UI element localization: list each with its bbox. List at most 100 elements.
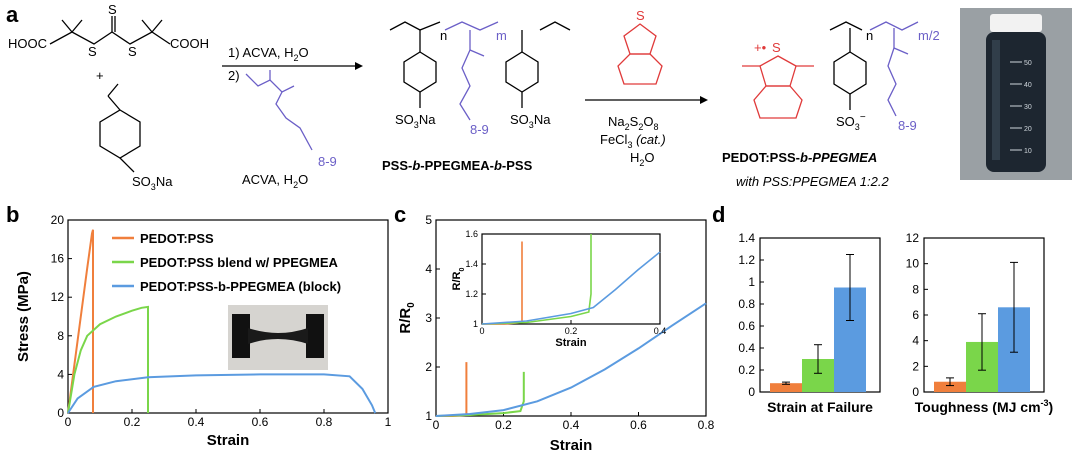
- y-tick-label: 1: [425, 409, 432, 423]
- y-tick-label: 1.2: [738, 253, 755, 267]
- y-axis-title: R/R0: [397, 302, 417, 334]
- series-line: [67, 373, 377, 414]
- series-line: [481, 251, 661, 325]
- bar: [934, 381, 966, 392]
- panel-letter-a: a: [6, 2, 19, 27]
- panel-a: a HOOC S S S COOH + SO3Na 1) ACVA, H2O 2…: [6, 2, 1072, 192]
- y-tick-label: 1: [748, 275, 755, 289]
- x-axis-title: Strain at Failure: [767, 399, 873, 415]
- raft-s1: S: [88, 44, 97, 59]
- x-tick-label: 0.4: [563, 418, 580, 432]
- panel-letter-c: c: [394, 202, 406, 227]
- step1-conditions: 1) ACVA, H2O: [228, 45, 309, 63]
- acrylate-monomer-structure: [245, 70, 313, 151]
- edot-structure: [617, 23, 663, 85]
- series-line: [67, 305, 149, 414]
- y-tick-label: 12: [906, 231, 920, 245]
- y-tick-label: 2: [425, 360, 432, 374]
- x-tick-label: 0.2: [124, 415, 141, 429]
- legend-label: PEDOT:PSS: [140, 231, 214, 246]
- x-tick-label: 0.6: [630, 418, 647, 432]
- y-tick-label: 8: [912, 282, 919, 296]
- x-axis-title: Toughness (MJ cm-3): [915, 398, 1053, 415]
- vial-mark-label: 20: [1024, 126, 1032, 133]
- poly-so3na-1: SO3Na: [395, 112, 436, 130]
- y-tick-label: 0.8: [738, 297, 755, 311]
- panel-c: c 0 0.2 0.4 0.6 0.8 1 2 3 4 5 Strain R/R0 0 0.2 0.4 1 1…: [394, 202, 715, 454]
- x-tick-label: 0.2: [565, 326, 578, 336]
- product-ratio: with PSS:PPEGMEA 1:2.2: [736, 174, 889, 189]
- y-tick-label: 1: [473, 319, 478, 329]
- pedot-sulfur: S: [772, 40, 781, 55]
- prod-so3: SO3−: [836, 112, 866, 132]
- reaction-arrow-2-head: [700, 96, 708, 104]
- vial-photo: 50 40 30 20 10: [960, 8, 1072, 180]
- plot-frame: [67, 219, 389, 414]
- legend-label: PEDOT:PSS-b-PPEGMEA (block): [140, 279, 341, 294]
- step2-label: 2): [228, 68, 240, 83]
- x-tick-label: 0: [479, 326, 484, 336]
- pedot-structure: [742, 55, 814, 119]
- x-tick-label: 0: [65, 415, 72, 429]
- specimen-photo: [228, 305, 328, 370]
- edot-sulfur: S: [636, 8, 645, 23]
- x-axis-title: Strain: [550, 437, 593, 454]
- x-tick-label: 1: [385, 415, 392, 429]
- poly-peg-sub: 8-9: [470, 122, 489, 137]
- y-tick-label: 4: [57, 367, 64, 381]
- plot-frame: [481, 233, 661, 325]
- pedot-charge: +•: [754, 40, 767, 55]
- monomer-repeat-sub: 8-9: [318, 154, 337, 169]
- reaction-arrow-1-head: [355, 62, 363, 70]
- product-name: PEDOT:PSS-b-PPEGMEA: [722, 150, 877, 165]
- panel-letter-d: d: [712, 202, 725, 227]
- y-tick-label: 8: [57, 329, 64, 343]
- y-tick-label: 5: [425, 213, 432, 227]
- panel-b: b 0 0.2 0.4 0.6 0.8 1 0 4 8 12 16 20 Strain Stress (M…: [6, 202, 392, 449]
- prod-peg-sub: 8-9: [898, 118, 917, 133]
- y-tick-label: 0: [912, 385, 919, 399]
- styrene-sulfonate-structure: [99, 83, 141, 173]
- x-tick-label: 0: [433, 418, 440, 432]
- plus-sign: +: [96, 68, 104, 83]
- reagent-fecl3: FeCl3 (cat.): [600, 132, 666, 150]
- prod-m2: m/2: [918, 28, 940, 43]
- bar: [770, 383, 802, 392]
- x-axis-title: Strain: [555, 337, 586, 349]
- raft-agent-structure: [49, 16, 171, 45]
- resistance-strain-chart: 0 0.2 0.4 0.6 0.8 1 2 3 4 5 Strain R/R0: [397, 213, 715, 454]
- stress-strain-chart: 0 0.2 0.4 0.6 0.8 1 0 4 8 12 16 20 Strain Stress (MPa…: [15, 213, 392, 449]
- y-tick-label: 1.6: [465, 229, 478, 239]
- x-tick-label: 0.8: [698, 418, 715, 432]
- series-line: [482, 241, 523, 325]
- raft-left-group: HOOC: [8, 36, 47, 51]
- vial-mark-label: 30: [1024, 104, 1032, 111]
- y-tick-label: 12: [51, 290, 65, 304]
- peg-block-structure: [444, 21, 499, 121]
- y-axis-title: Stress (MPa): [15, 271, 32, 362]
- x-tick-label: 0.2: [495, 418, 512, 432]
- reagent-water: H2O: [630, 150, 655, 168]
- y-tick-label: 6: [912, 308, 919, 322]
- poly-n: n: [440, 28, 447, 43]
- series-line: [67, 229, 94, 414]
- x-tick-label: 0.4: [188, 415, 205, 429]
- y-axis-title: R/R0: [451, 268, 466, 291]
- reagent-persulfate: Na2S2O8: [608, 114, 658, 132]
- y-tick-label: 1.4: [465, 259, 478, 269]
- x-tick-label: 0.6: [252, 415, 269, 429]
- legend-label: PEDOT:PSS blend w/ PPEGMEA: [140, 255, 339, 270]
- y-tick-label: 0.2: [738, 363, 755, 377]
- y-tick-label: 10: [906, 257, 920, 271]
- vial-volume-marks: 50 40 30 20 10: [1010, 60, 1032, 155]
- poly-m: m: [496, 28, 507, 43]
- styrene-so3: SO3Na: [132, 174, 173, 192]
- vial-mark-label: 50: [1024, 60, 1032, 67]
- y-tick-label: 1.4: [738, 231, 755, 245]
- monomer-conditions: ACVA, H2O: [242, 172, 308, 190]
- y-tick-label: 0.6: [738, 319, 755, 333]
- triblock-name: PSS-b-PPEGMEA-b-PSS: [382, 158, 533, 173]
- raft-right-group: COOH: [170, 36, 209, 51]
